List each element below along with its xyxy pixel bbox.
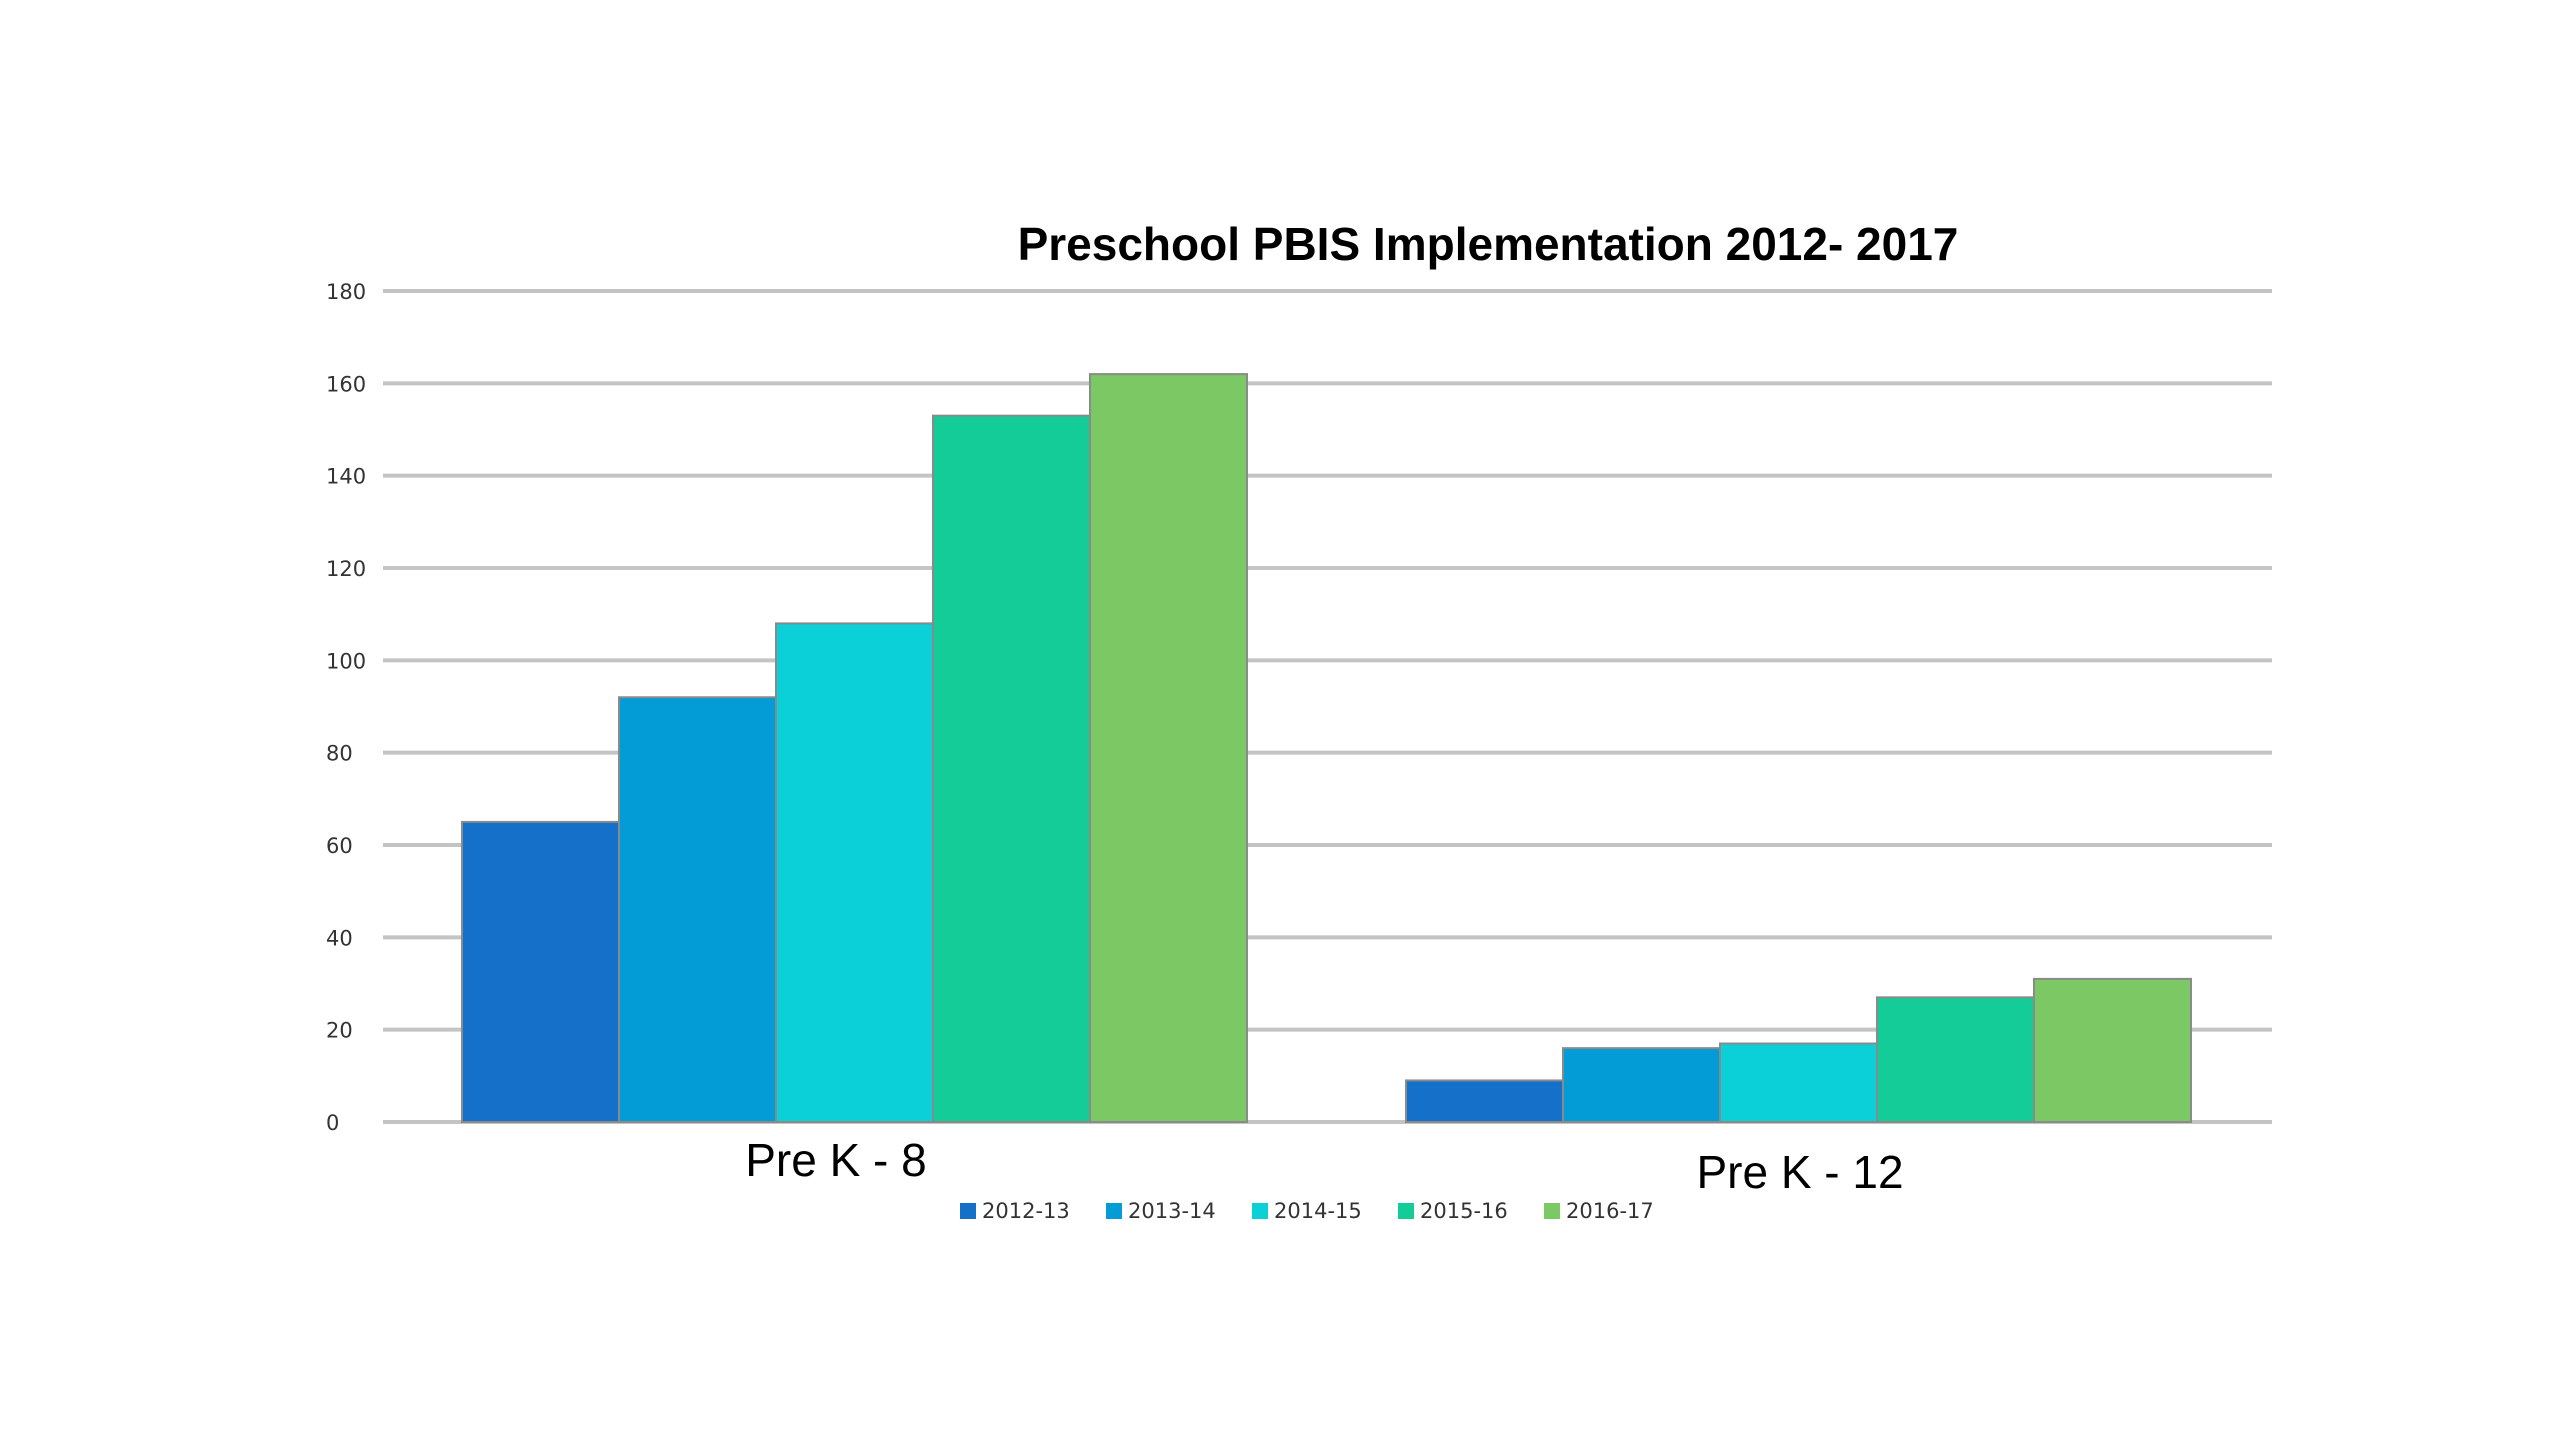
- y-axis-ticks: 0 20 40 60 80 100 120 140 160 180: [326, 280, 366, 1135]
- bar: [2033, 977, 2192, 1124]
- bar: [1405, 1079, 1564, 1123]
- legend-swatch: [960, 1203, 976, 1219]
- chart-title: Preschool PBIS Implementation 2012- 2017: [1018, 218, 1959, 270]
- y-tick-label: 0: [326, 1111, 339, 1135]
- y-tick-label: 80: [326, 742, 353, 766]
- y-tick-label: 20: [326, 1019, 353, 1043]
- y-tick-label: 160: [326, 372, 366, 396]
- bar: [932, 414, 1091, 1123]
- legend-label: 2012-13: [982, 1199, 1070, 1223]
- bars: [461, 373, 2192, 1124]
- legend-label: 2015-16: [1420, 1199, 1508, 1223]
- legend-label: 2014-15: [1274, 1199, 1362, 1223]
- bar: [1089, 373, 1248, 1124]
- legend-swatch: [1252, 1203, 1268, 1219]
- bar: [461, 820, 620, 1124]
- bar: [775, 622, 934, 1124]
- y-tick-label: 120: [326, 557, 366, 581]
- category-label: Pre K - 12: [1696, 1146, 1903, 1198]
- bar: [1719, 1042, 1878, 1124]
- legend-swatch: [1398, 1203, 1414, 1219]
- legend-swatch: [1106, 1203, 1122, 1219]
- legend-label: 2013-14: [1128, 1199, 1216, 1223]
- bar: [1876, 996, 2035, 1123]
- category-labels: Pre K - 8 Pre K - 12: [745, 1134, 1903, 1198]
- y-tick-label: 100: [326, 649, 366, 673]
- bar: [618, 696, 777, 1123]
- legend-label: 2016-17: [1566, 1199, 1654, 1223]
- y-tick-label: 40: [326, 926, 353, 950]
- y-tick-label: 60: [326, 834, 353, 858]
- y-tick-label: 140: [326, 465, 366, 489]
- category-label: Pre K - 8: [745, 1134, 927, 1186]
- legend-swatch: [1544, 1203, 1560, 1219]
- legend: 2012-13 2013-14 2014-15 2015-16 2016-17: [960, 1199, 1654, 1223]
- bar: [1562, 1047, 1721, 1123]
- y-tick-label: 180: [326, 280, 366, 304]
